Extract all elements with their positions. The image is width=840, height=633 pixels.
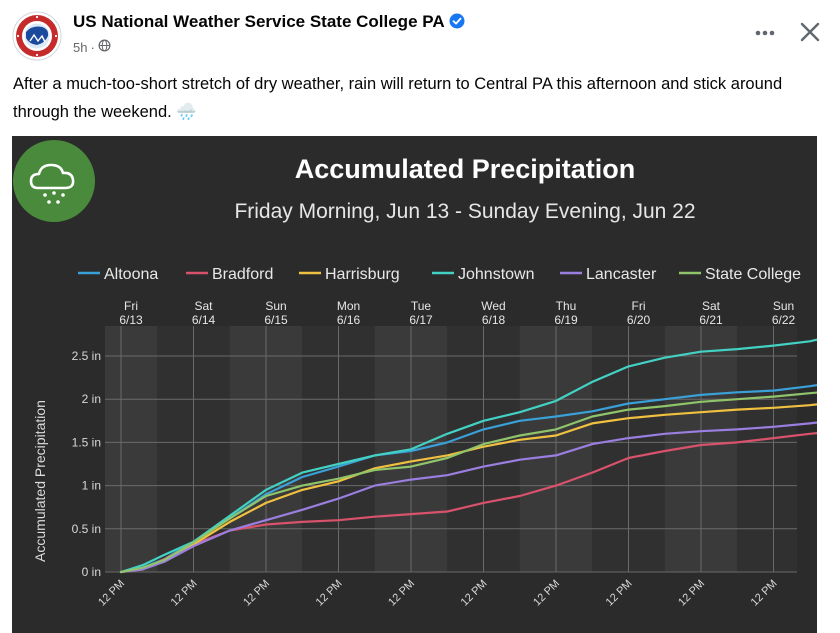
day-label: Sun bbox=[773, 299, 794, 313]
y-tick-label: 2 in bbox=[82, 392, 101, 406]
post-text: After a much-too-short stretch of dry we… bbox=[13, 75, 783, 121]
day-label: Sat bbox=[702, 299, 721, 313]
close-icon bbox=[800, 22, 820, 42]
date-label: 6/20 bbox=[627, 313, 651, 327]
legend-label: Altoona bbox=[104, 266, 158, 283]
date-label: 6/15 bbox=[264, 313, 288, 327]
more-options-button[interactable] bbox=[748, 20, 782, 46]
y-tick-label: 0.5 in bbox=[72, 522, 101, 536]
post-image[interactable]: Accumulated Precipitation Friday Morning… bbox=[12, 136, 817, 633]
y-tick-label: 2.5 in bbox=[72, 349, 101, 363]
chart-title: Accumulated Precipitation bbox=[295, 154, 636, 184]
series-line-state-college bbox=[119, 391, 817, 574]
day-label: Sat bbox=[194, 299, 213, 313]
close-button[interactable] bbox=[792, 14, 828, 50]
y-axis-ticks: 0 in 0.5 in 1 in 1.5 in 2 in 2.5 in bbox=[72, 349, 101, 579]
date-label: 6/22 bbox=[772, 313, 796, 327]
day-band bbox=[105, 326, 158, 572]
post-header: US National Weather Service State Colleg… bbox=[0, 0, 840, 66]
day-labels: Fri6/13Sat6/14Sun6/15Mon6/16Tue6/17Wed6/… bbox=[119, 299, 795, 327]
y-tick-label: 0 in bbox=[82, 565, 101, 579]
day-label: Tue bbox=[411, 299, 432, 313]
page-name[interactable]: US National Weather Service State Colleg… bbox=[73, 12, 465, 34]
post-timestamp[interactable]: 5h bbox=[73, 39, 88, 55]
nws-logo-icon bbox=[12, 11, 62, 61]
day-label: Fri bbox=[632, 299, 646, 313]
day-label: Thu bbox=[556, 299, 577, 313]
meta-separator: · bbox=[90, 39, 95, 55]
legend-label: State College bbox=[705, 266, 801, 283]
date-label: 6/14 bbox=[192, 313, 216, 327]
date-label: 6/16 bbox=[337, 313, 361, 327]
legend-label: Bradford bbox=[212, 266, 273, 283]
day-label: Sun bbox=[265, 299, 286, 313]
legend-label: Lancaster bbox=[586, 266, 657, 283]
author-name[interactable]: US National Weather Service State Colleg… bbox=[73, 12, 445, 31]
series-line-johnstown bbox=[119, 338, 817, 574]
day-label: Fri bbox=[124, 299, 138, 313]
chart-subtitle: Friday Morning, Jun 13 - Sunday Evening,… bbox=[234, 200, 695, 223]
post-meta: 5h · bbox=[73, 39, 111, 55]
date-label: 6/19 bbox=[554, 313, 578, 327]
date-label: 6/18 bbox=[482, 313, 506, 327]
y-tick-label: 1 in bbox=[82, 479, 101, 493]
day-label: Mon bbox=[337, 299, 360, 313]
y-axis-label: Accumulated Precipitation bbox=[32, 400, 48, 562]
more-dots-icon bbox=[755, 30, 775, 36]
legend-label: Johnstown bbox=[458, 266, 535, 283]
precipitation-chart: Accumulated Precipitation Friday Morning… bbox=[12, 136, 817, 633]
legend-label: Harrisburg bbox=[325, 266, 400, 283]
date-label: 6/21 bbox=[699, 313, 723, 327]
verified-badge-icon bbox=[449, 13, 465, 34]
series-line-lancaster bbox=[119, 421, 817, 574]
rain-cloud-icon bbox=[13, 140, 95, 222]
date-label: 6/17 bbox=[409, 313, 433, 327]
image-edge bbox=[817, 136, 840, 633]
day-label: Wed bbox=[481, 299, 505, 313]
y-tick-label: 1.5 in bbox=[72, 435, 101, 449]
globe-icon[interactable] bbox=[98, 39, 111, 55]
page-avatar[interactable] bbox=[12, 11, 62, 61]
day-band bbox=[737, 326, 797, 572]
chart-legend: Altoona Bradford Harrisburg Johnstown Lancas… bbox=[78, 266, 801, 283]
date-label: 6/13 bbox=[119, 313, 143, 327]
series-lines bbox=[119, 338, 817, 574]
gridlines bbox=[105, 326, 797, 573]
